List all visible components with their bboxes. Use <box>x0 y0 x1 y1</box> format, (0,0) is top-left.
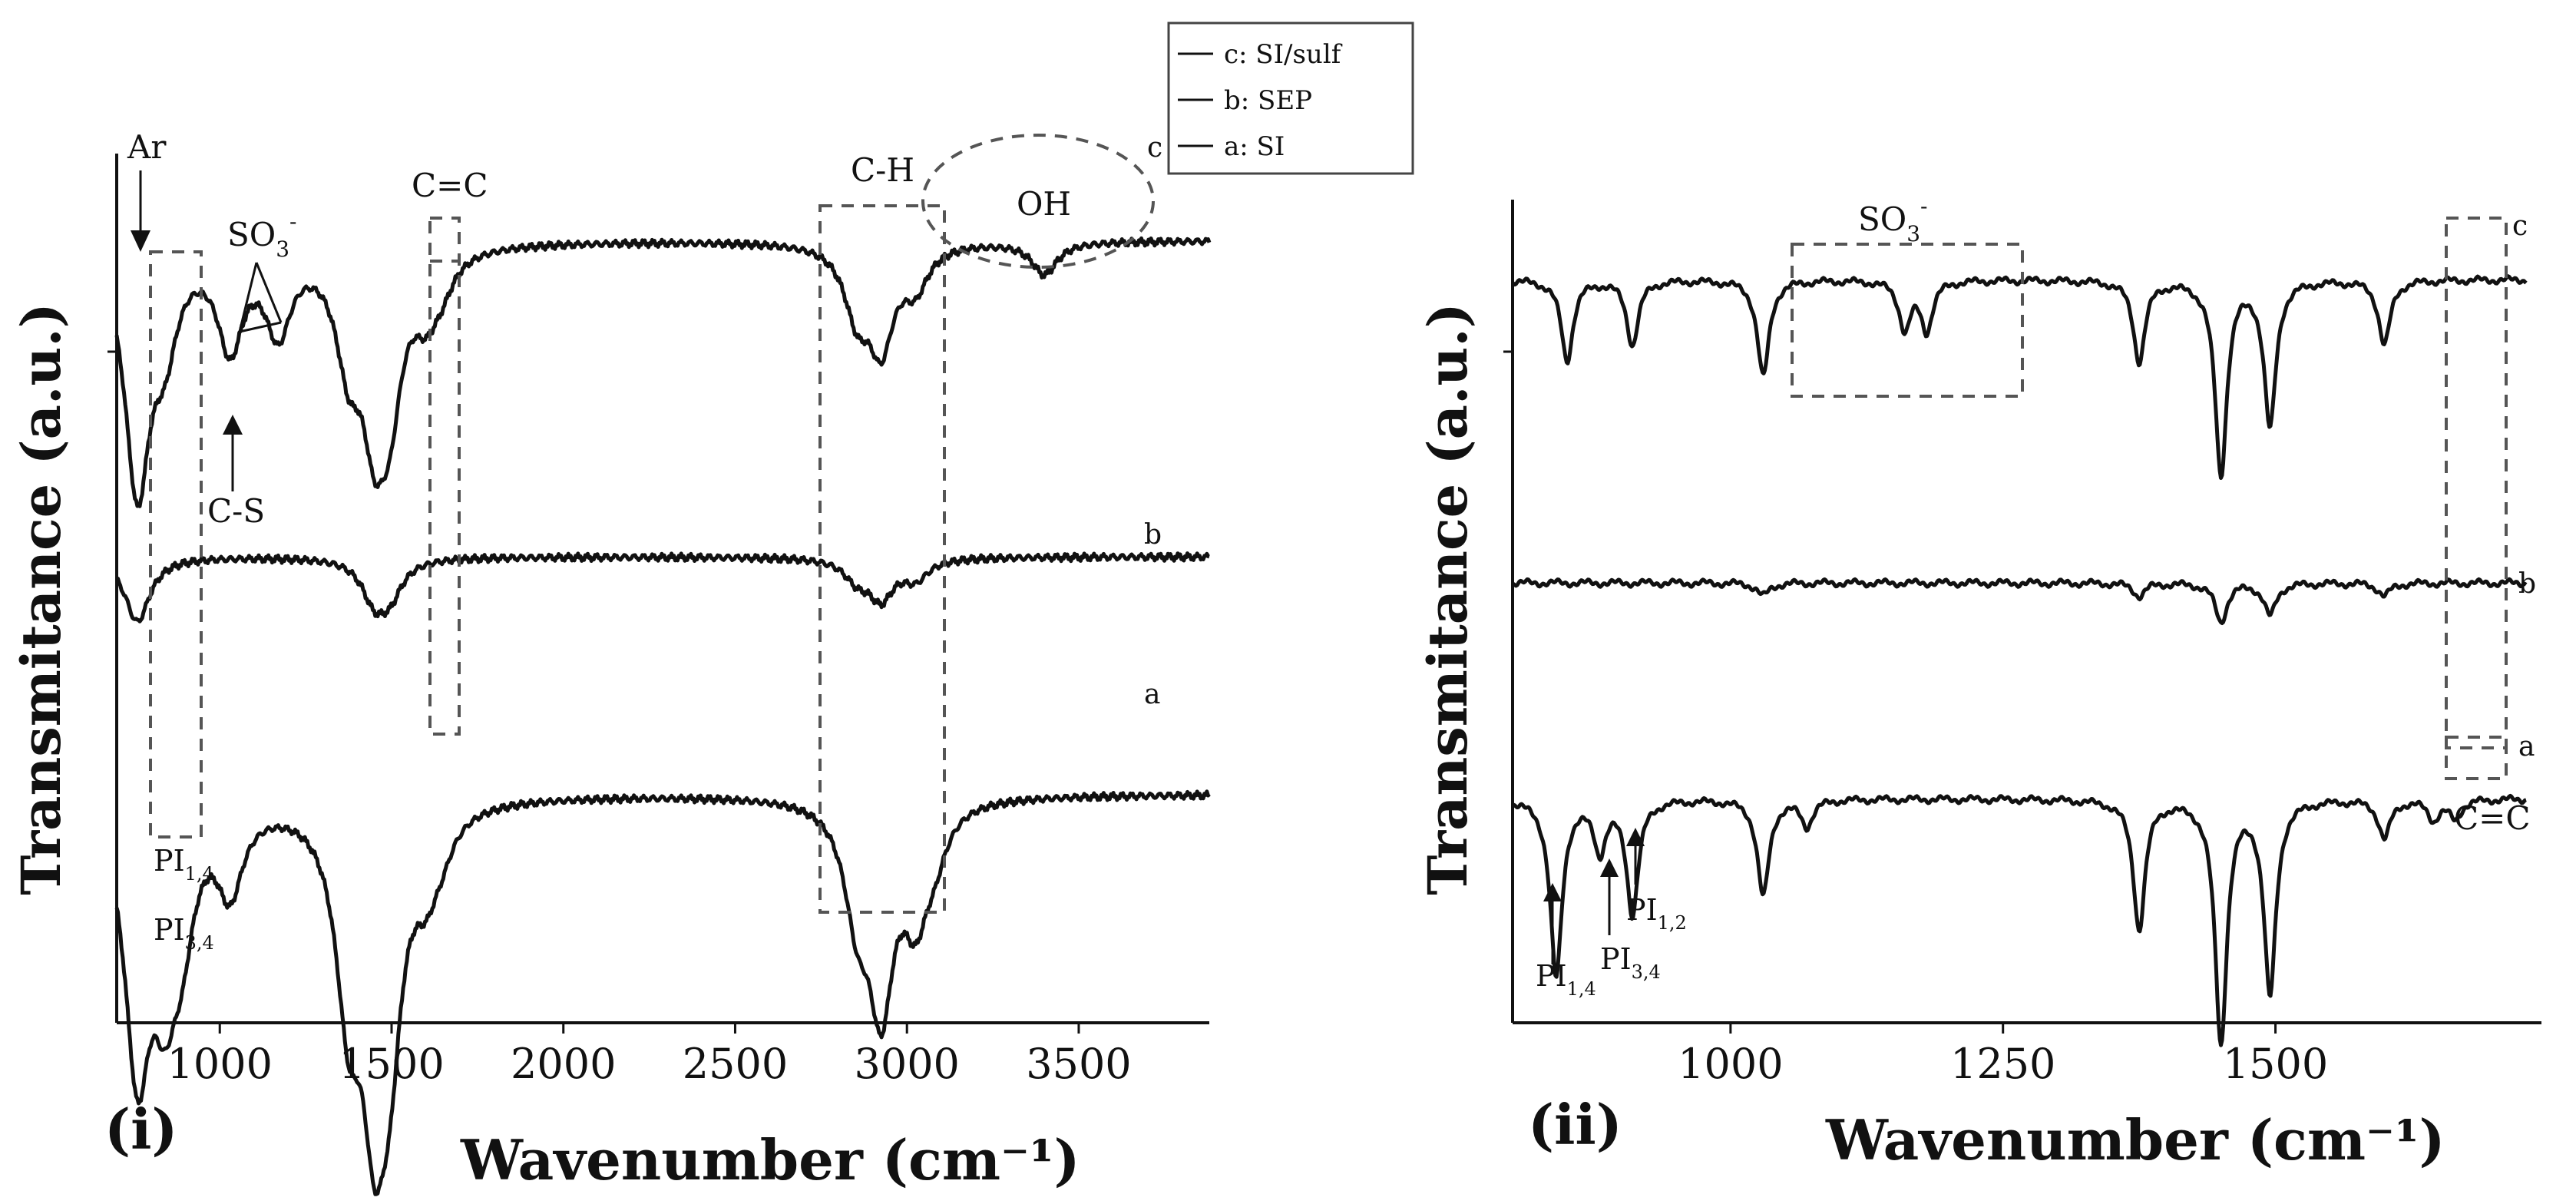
box-ch-region <box>818 204 946 914</box>
box-cc-region-2 <box>428 260 461 736</box>
label-ch: C-H <box>851 151 914 189</box>
curve-label-a-ii: a <box>2518 731 2535 762</box>
panel-ii-ylabel: Transmitance (a.u.) <box>1416 303 1480 895</box>
panel-i: Transmitance (a.u.) 1000 1500 2000 2500 3000… <box>9 128 1212 1196</box>
legend: c: SI/sulf b: SEP a: SI <box>1167 22 1414 175</box>
panel-ii-curves <box>1511 274 2528 1047</box>
legend-box <box>1167 22 1414 175</box>
series-line-a <box>114 789 1211 1196</box>
label-cc: C=C <box>412 167 488 204</box>
label-cs: C-S <box>207 492 265 530</box>
series-line-b <box>116 551 1210 624</box>
label-so3: SO3- <box>227 209 297 262</box>
box-cc-small-ii <box>2445 736 2508 780</box>
curve-label-c-i: c <box>1147 132 1162 164</box>
curve-label-a-i: a <box>1144 679 1160 710</box>
legend-label-b: b: SEP <box>1224 85 1312 116</box>
x-tick-label: 1500 <box>2223 1040 2328 1088</box>
label-pi34-ii: PI3,4 <box>1600 942 1661 983</box>
x-tick-label: 2500 <box>683 1040 788 1088</box>
x-tick-label: 1000 <box>167 1040 273 1088</box>
arrowhead-cs <box>223 415 243 435</box>
panel-ii-label: (ii) <box>1528 1092 1622 1157</box>
panel-i-x-ticks: 1000 1500 2000 2500 3000 3500 <box>167 1023 1132 1088</box>
panel-ii: Transmitance (a.u.) 1000 1250 1500 SO3- C=… <box>1416 194 2541 1173</box>
arrow-so3-c <box>239 321 282 333</box>
label-ar: Ar <box>127 128 167 166</box>
box-so3-region <box>1791 243 2024 398</box>
label-pi12-ii: PI1,2 <box>1626 893 1687 934</box>
curve-label-b-ii: b <box>2518 568 2536 600</box>
series-line-c <box>1511 274 2528 480</box>
panel-ii-x-ticks: 1000 1250 1500 <box>1678 1023 2328 1088</box>
arrow-so3-a <box>238 262 258 332</box>
panel-ii-xlabel: Wavenumber (cm⁻¹) <box>1825 1107 2445 1173</box>
box-cc-region <box>428 217 461 736</box>
curve-label-b-i: b <box>1144 519 1162 551</box>
curve-label-c-ii: c <box>2512 210 2528 242</box>
series-line-b <box>1512 577 2528 625</box>
label-pi14-i: PI1,4 <box>154 844 214 885</box>
x-tick-label: 1000 <box>1678 1040 1783 1088</box>
legend-label-a: a: SI <box>1224 131 1285 162</box>
arrowhead-ar <box>131 230 150 252</box>
series-line-a <box>1511 793 2527 1047</box>
x-tick-label: 1250 <box>1950 1040 2055 1088</box>
x-tick-label: 3500 <box>1026 1040 1131 1088</box>
arrowhead-pi12-ii <box>1626 828 1645 846</box>
box-cc-region-ii <box>2445 217 2508 749</box>
arrow-so3-b <box>255 262 283 323</box>
x-tick-label: 2000 <box>511 1040 616 1088</box>
label-cc-ii: C=C <box>2454 799 2530 837</box>
x-tick-label: 3000 <box>854 1040 959 1088</box>
box-pi-region <box>149 250 203 838</box>
arrowhead-pi34-ii <box>1600 858 1619 877</box>
arrowhead-pi14-ii <box>1543 883 1562 901</box>
panel-i-label: (i) <box>104 1096 177 1162</box>
label-so3-ii: SO3- <box>1858 194 1928 246</box>
legend-label-c: c: SI/sulf <box>1224 39 1343 70</box>
panel-i-ylabel: Transmitance (a.u.) <box>9 303 73 895</box>
label-oh: OH <box>1017 185 1071 223</box>
series-line-c <box>114 236 1212 508</box>
panel-i-xlabel: Wavenumber (cm⁻¹) <box>460 1127 1080 1192</box>
panel-i-curves <box>114 236 1212 1196</box>
label-pi34-i: PI3,4 <box>154 913 214 954</box>
label-pi14-ii: PI1,4 <box>1536 959 1596 1000</box>
oh-ellipse <box>921 134 1155 269</box>
